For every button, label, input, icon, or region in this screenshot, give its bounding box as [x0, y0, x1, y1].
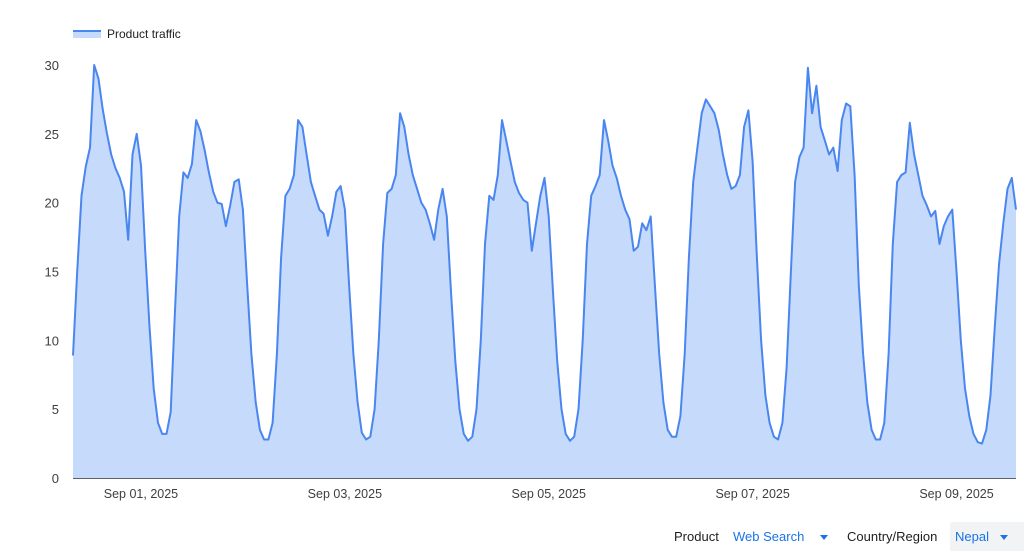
legend: Product traffic [73, 27, 181, 41]
product-caret-down-icon[interactable] [820, 535, 828, 540]
legend-label: Product traffic [107, 27, 181, 41]
traffic-area [73, 65, 1016, 478]
region-dropdown[interactable] [950, 522, 1024, 551]
y-tick-label: 0 [52, 471, 59, 486]
y-tick-label: 20 [45, 196, 59, 211]
x-tick-label: Sep 05, 2025 [512, 487, 586, 501]
traffic-line [72, 64, 1017, 445]
region-value[interactable]: Nepal [955, 529, 989, 544]
product-label: Product [674, 529, 719, 544]
legend-swatch [73, 30, 101, 38]
x-axis: Sep 01, 2025 Sep 03, 2025 Sep 05, 2025 Sep … [104, 487, 994, 501]
filter-controls: Product Web Search Country/Region Nepal [0, 522, 1024, 551]
x-tick-label: Sep 03, 2025 [308, 487, 382, 501]
y-axis: 0 5 10 15 20 25 30 [45, 58, 59, 486]
x-tick-label: Sep 01, 2025 [104, 487, 178, 501]
y-tick-label: 5 [52, 402, 59, 417]
y-tick-label: 30 [45, 58, 59, 73]
region-label: Country/Region [847, 529, 938, 544]
product-dropdown[interactable]: Web Search [733, 529, 805, 544]
x-tick-label: Sep 07, 2025 [715, 487, 789, 501]
plot-area [72, 64, 1017, 479]
region-caret-down-icon[interactable] [1000, 535, 1008, 540]
y-tick-label: 25 [45, 127, 59, 142]
x-tick-label: Sep 09, 2025 [919, 487, 993, 501]
y-tick-label: 10 [45, 333, 59, 348]
y-tick-label: 15 [45, 265, 59, 280]
